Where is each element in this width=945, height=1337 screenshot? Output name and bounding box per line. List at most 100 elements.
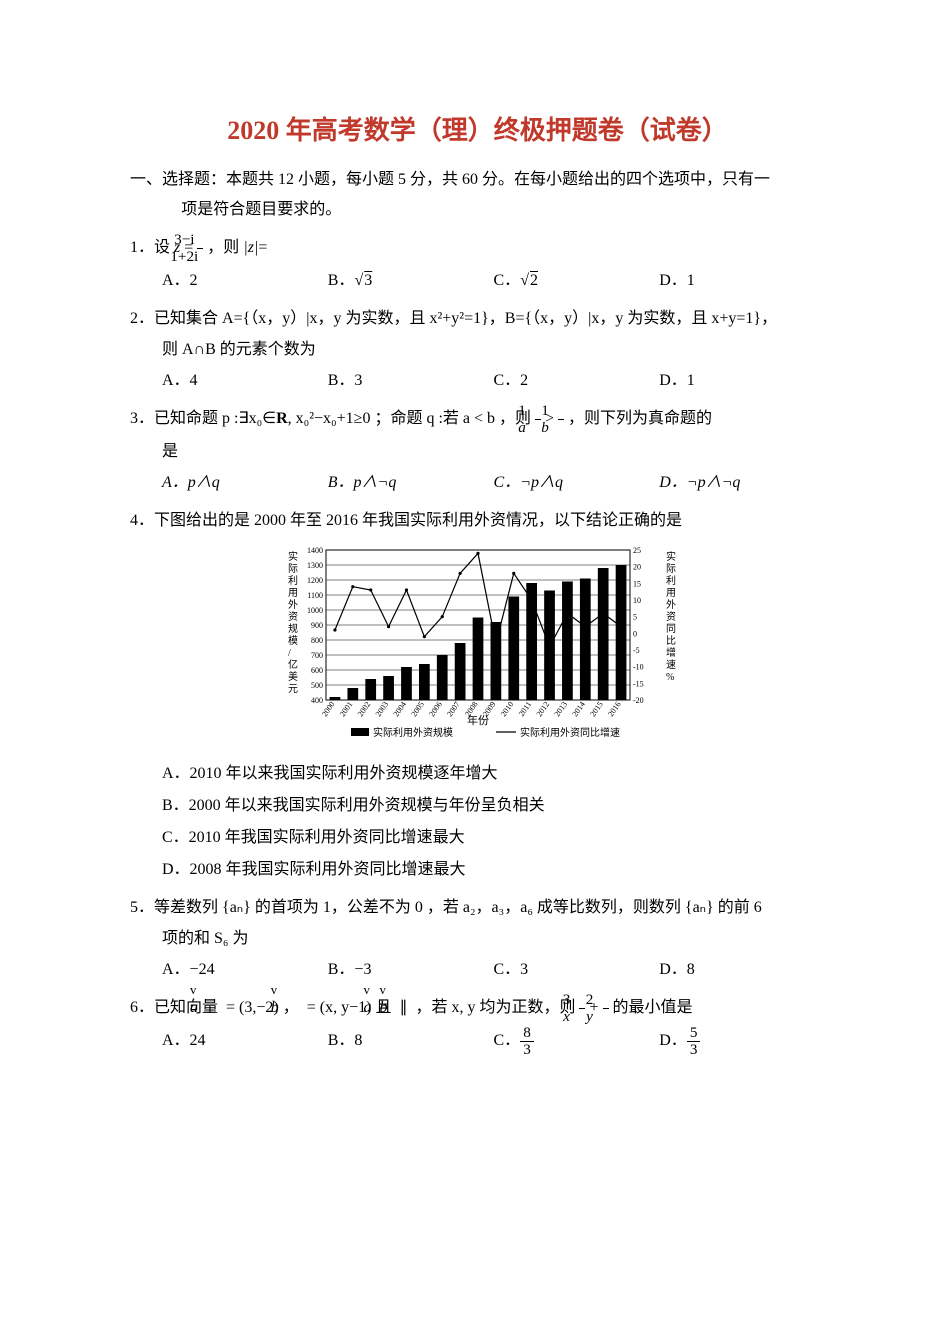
svg-text:-20: -20 xyxy=(633,696,644,705)
question-1: 1．设 z = 3−i1+2i ，则 |z|= A．2 B．√3 C．√2 D．… xyxy=(130,232,825,297)
section-header: 一、选择题：本题共 12 小题，每小题 5 分，共 60 分。在每小题给出的四个… xyxy=(130,165,825,226)
q5-opt-a: A．−24 xyxy=(162,954,328,986)
q3-frac2: 1b xyxy=(558,403,564,436)
question-3: 3．已知命题 p :∃x₀∈R, x₀²−x₀+1≥0 ；命题 q :若 a <… xyxy=(130,403,825,499)
q4-opt-a: A．2010 年以来我国实际利用外资规模逐年增大 xyxy=(130,758,857,790)
svg-text:外: 外 xyxy=(666,599,676,611)
q3-opt-d: D．¬p∧¬q xyxy=(659,467,825,499)
svg-text:2006: 2006 xyxy=(427,700,444,718)
svg-text:800: 800 xyxy=(311,636,323,645)
q5-opt-d: D．8 xyxy=(659,954,825,986)
q6-opt-a: A．24 xyxy=(162,1025,328,1058)
svg-text:700: 700 xyxy=(311,651,323,660)
svg-text:2005: 2005 xyxy=(409,700,426,718)
q3-opt-b: B．p∧¬q xyxy=(328,467,494,499)
svg-text:%: % xyxy=(666,672,674,683)
svg-text:模: 模 xyxy=(288,635,298,647)
svg-text:2007: 2007 xyxy=(445,700,462,718)
q4-chart: 40050060070080090010001100120013001400-2… xyxy=(130,542,825,753)
svg-text:用: 用 xyxy=(288,588,298,599)
svg-text:2003: 2003 xyxy=(373,700,390,718)
q1-opt-b: B．√3 xyxy=(328,265,494,297)
q4-opt-b: B．2000 年以来我国实际利用外资规模与年份呈负相关 xyxy=(130,790,857,822)
svg-text:利: 利 xyxy=(666,575,676,587)
svg-text:实: 实 xyxy=(288,550,298,563)
q2-opt-d: D．1 xyxy=(659,365,825,397)
svg-text:资: 资 xyxy=(666,611,676,623)
svg-text:元: 元 xyxy=(288,684,298,695)
svg-text:600: 600 xyxy=(311,666,323,675)
q3-num: 3． xyxy=(130,410,154,427)
q4-opt-c: C．2010 年我国实际利用外资同比增速最大 xyxy=(130,822,857,854)
q4-opt-d: D．2008 年我国实际利用外资同比增速最大 xyxy=(130,854,857,886)
svg-text:2016: 2016 xyxy=(606,700,623,718)
svg-text:500: 500 xyxy=(311,681,323,690)
svg-text:-10: -10 xyxy=(633,663,644,672)
q2-options: A．4 B．3 C．2 D．1 xyxy=(130,365,825,397)
q2-opt-b: B．3 xyxy=(328,365,494,397)
svg-text:1300: 1300 xyxy=(307,561,323,570)
svg-text:2011: 2011 xyxy=(516,700,532,718)
svg-text:用: 用 xyxy=(666,588,676,599)
svg-text:1200: 1200 xyxy=(307,576,323,585)
svg-text:美: 美 xyxy=(288,670,298,683)
svg-text:5: 5 xyxy=(633,613,637,622)
question-5: 5．等差数列 {aₙ} 的首项为 1，公差不为 0 ，若 a₂，a₃，a₆ 成等… xyxy=(130,892,825,986)
q2-num: 2． xyxy=(130,310,154,327)
q5-num: 5． xyxy=(130,899,154,916)
q3-line2: 是 xyxy=(130,436,825,467)
svg-text:资: 资 xyxy=(288,611,298,623)
svg-text:2004: 2004 xyxy=(391,700,408,718)
q6-opt-b: B．8 xyxy=(328,1025,494,1058)
svg-text:2010: 2010 xyxy=(498,700,515,718)
q1-opt-a: A．2 xyxy=(162,265,328,297)
svg-text:2015: 2015 xyxy=(588,700,605,718)
svg-text:-5: -5 xyxy=(633,646,640,655)
q2-opt-a: A．4 xyxy=(162,365,328,397)
svg-text:1100: 1100 xyxy=(307,591,323,600)
q2-line2: 则 A∩B 的元素个数为 xyxy=(130,334,825,365)
q5-options: A．−24 B．−3 C．3 D．8 xyxy=(130,954,825,986)
q3-options: A．p∧q B．p∧¬q C．¬p∧q D．¬p∧¬q xyxy=(130,467,825,499)
svg-text:速: 速 xyxy=(666,659,676,671)
svg-text:25: 25 xyxy=(633,546,641,555)
q1-num: 1． xyxy=(130,239,154,256)
q2-opt-c: C．2 xyxy=(494,365,660,397)
q6-opt-c: C．83 xyxy=(494,1025,660,1058)
q1-prefix: 设 xyxy=(154,239,170,256)
q5-opt-b: B．−3 xyxy=(328,954,494,986)
svg-text:0: 0 xyxy=(633,630,637,639)
q4-num: 4． xyxy=(130,512,154,529)
svg-text:利: 利 xyxy=(288,575,298,587)
q3-frac1: 1a xyxy=(535,403,541,436)
svg-text:10: 10 xyxy=(633,596,641,605)
svg-text:际: 际 xyxy=(666,563,676,575)
svg-text:2013: 2013 xyxy=(552,700,569,718)
q3-opt-a: A．p∧q xyxy=(162,467,328,499)
question-4: 4．下图给出的是 2000 年至 2016 年我国实际利用外资情况，以下结论正确… xyxy=(130,505,825,885)
question-6: 6．已知向量 va = (3,−2) ， vb = (x, y−1) 且 va … xyxy=(130,992,825,1058)
question-2: 2．已知集合 A={（x，y）|x，y 为实数，且 x²+y²=1}，B={（x… xyxy=(130,303,825,397)
svg-text:同: 同 xyxy=(666,623,676,635)
svg-text:规: 规 xyxy=(288,622,298,635)
section-line2: 项是符合题目要求的。 xyxy=(130,201,341,218)
svg-text:1400: 1400 xyxy=(307,546,323,555)
svg-text:2012: 2012 xyxy=(534,700,551,718)
svg-text:际: 际 xyxy=(288,563,298,575)
svg-text:增: 增 xyxy=(666,646,676,659)
svg-text:2001: 2001 xyxy=(337,700,354,718)
q2-line1: 已知集合 A={（x，y）|x，y 为实数，且 x²+y²=1}，B={（x，y… xyxy=(154,310,777,327)
svg-text:20: 20 xyxy=(633,563,641,572)
q5-l1: 等差数列 {aₙ} 的首项为 1，公差不为 0 ，若 a₂，a₃，a₆ 成等比数… xyxy=(154,899,762,916)
svg-text:-15: -15 xyxy=(633,680,644,689)
svg-text:实际利用外资同比增速: 实际利用外资同比增速 xyxy=(520,726,620,739)
svg-text:1000: 1000 xyxy=(307,606,323,615)
q1-suffix: ，则 xyxy=(207,239,239,256)
svg-text:400: 400 xyxy=(311,696,323,705)
q1-frac: 3−i1+2i xyxy=(197,232,203,265)
svg-text:亿: 亿 xyxy=(288,658,298,671)
q1-opt-d: D．1 xyxy=(659,265,825,297)
q5-l2: 项的和 S₆ 为 xyxy=(130,923,825,954)
q6-options: A．24 B．8 C．83 D．53 xyxy=(130,1025,825,1058)
q5-opt-c: C．3 xyxy=(494,954,660,986)
